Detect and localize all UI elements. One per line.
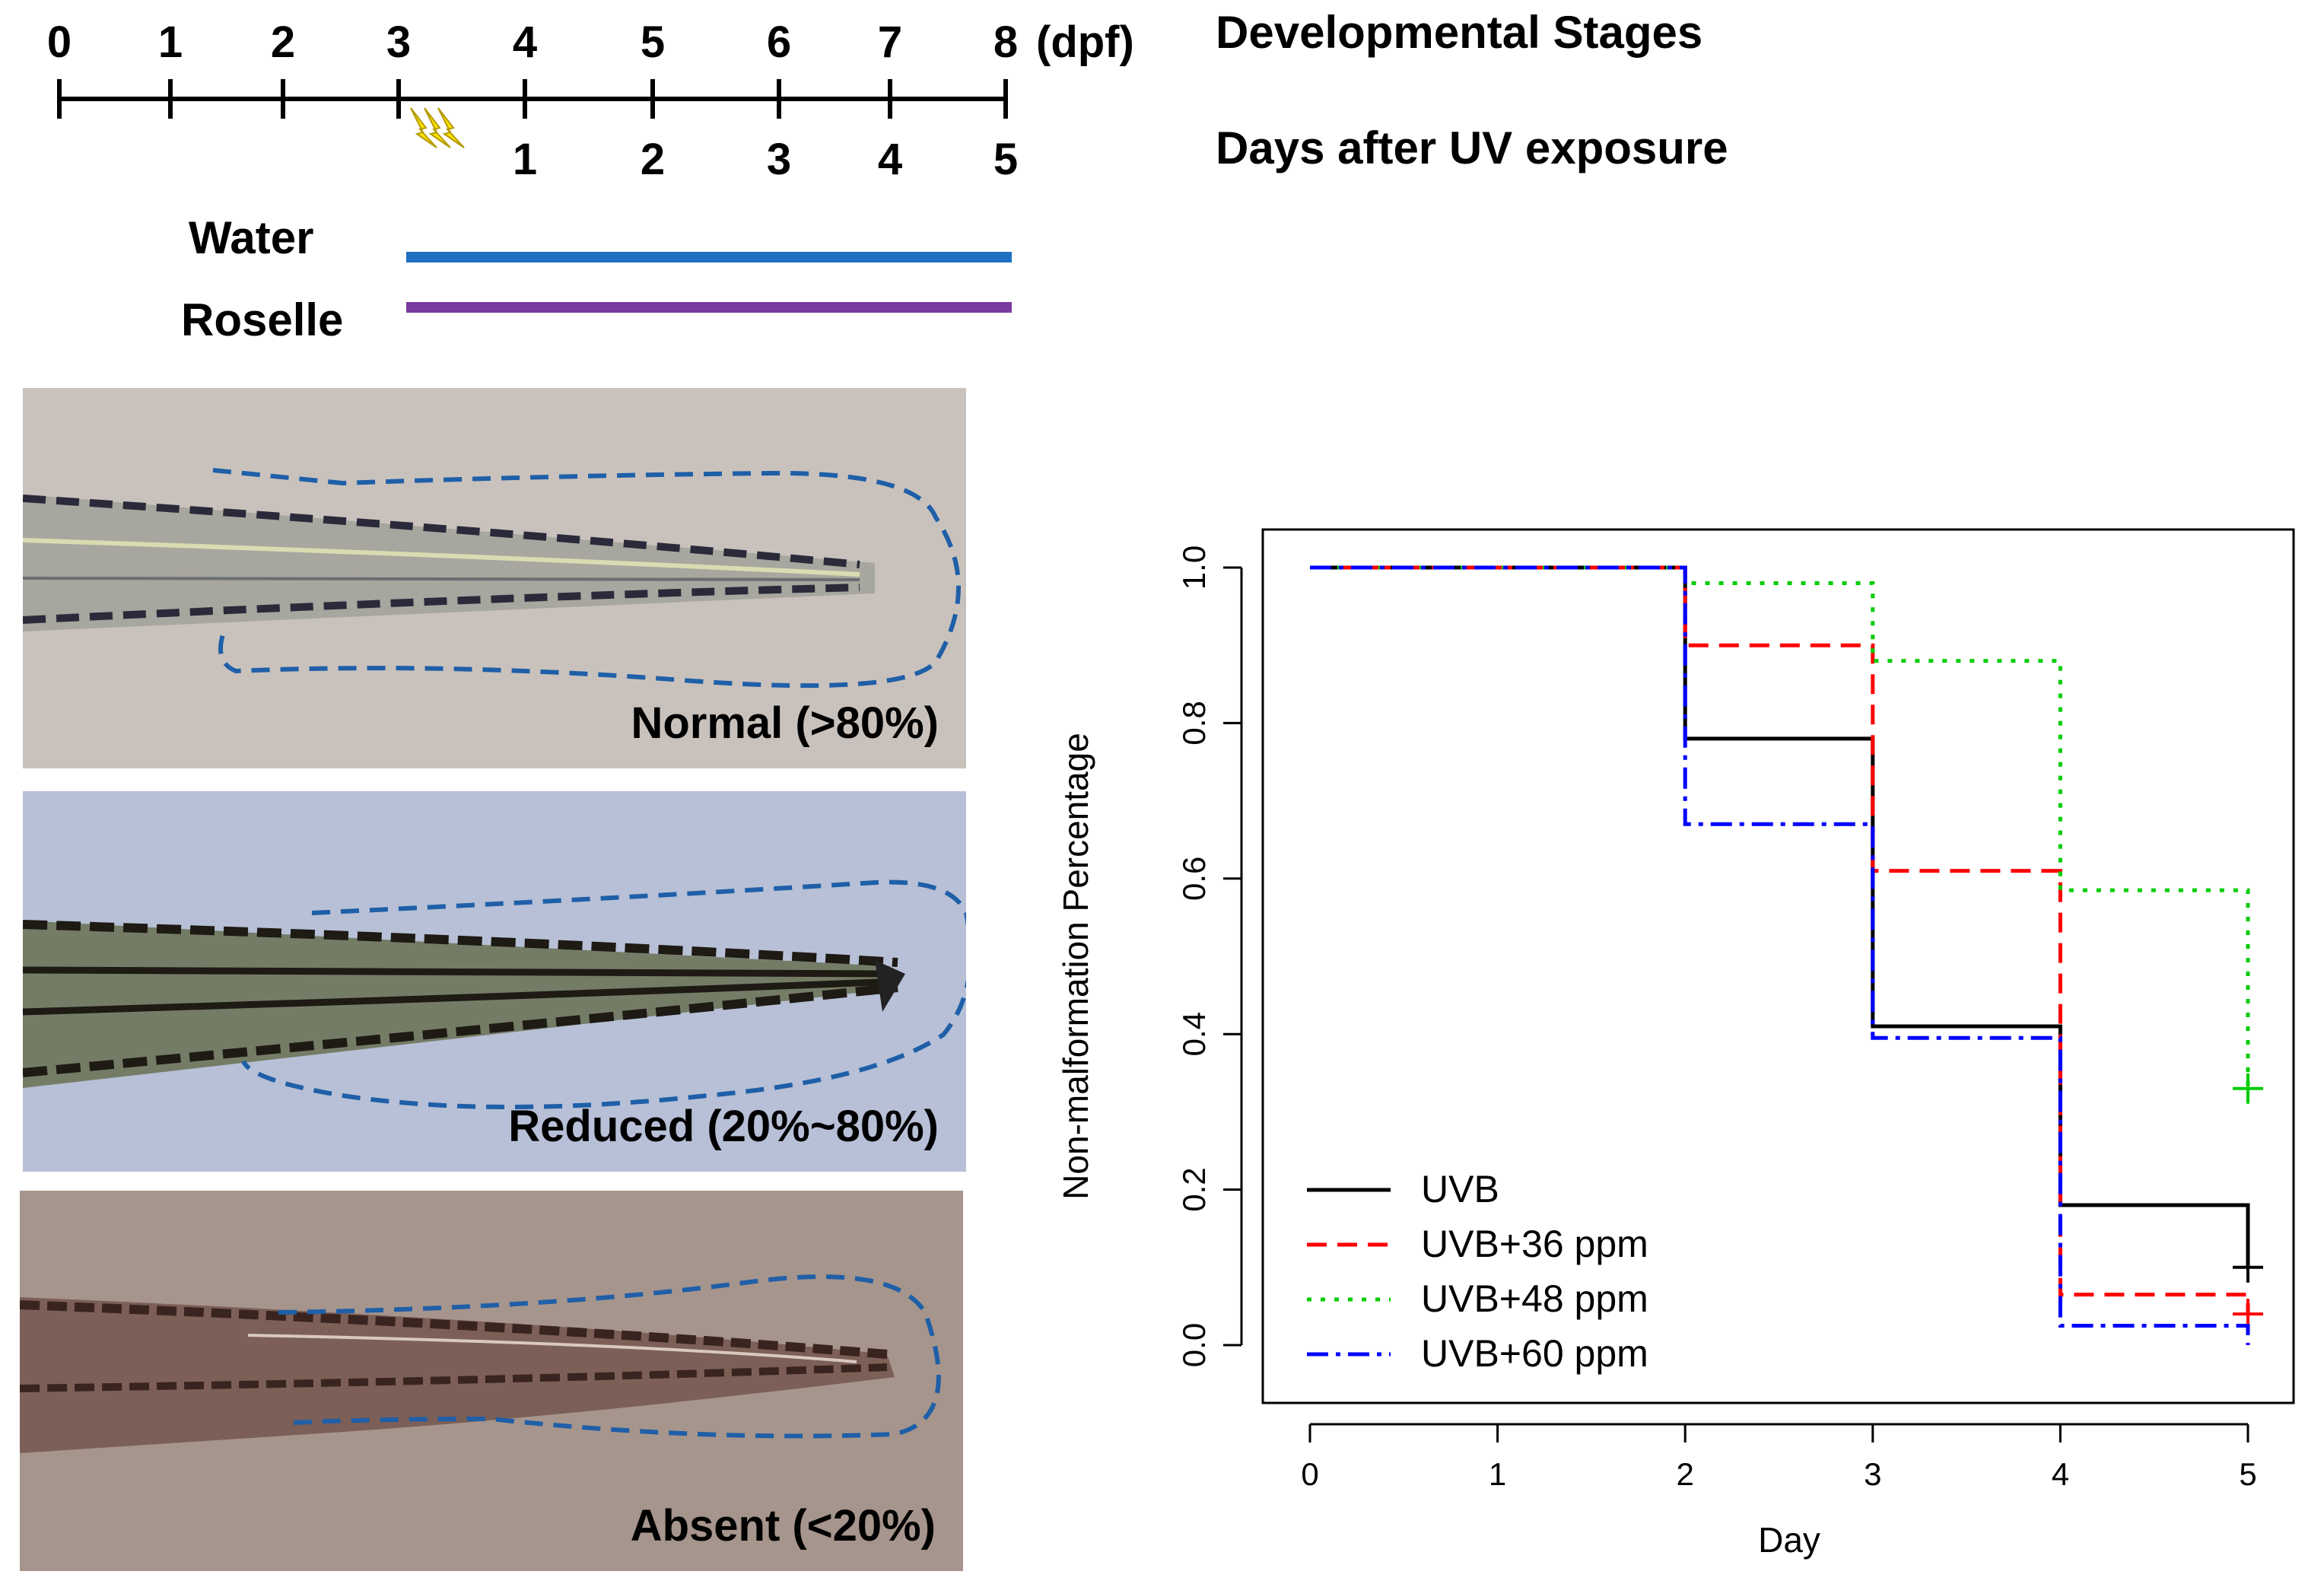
dpf-tick-label: 8: [993, 17, 1019, 67]
fin-image-reduced: [23, 791, 966, 1172]
fin-image-absent: [20, 1191, 963, 1571]
uv-day-tick-label: 4: [877, 135, 903, 184]
kaplan-meier-chart: 0 1 2 3 4 5 0.0 0.2 0.4 0.6 0.8 1.0 UVB UVB+36 ppm UV…: [1056, 528, 2295, 1560]
fin-image-normal: [23, 388, 966, 768]
x-axis-label: Day: [1758, 1520, 1820, 1560]
dpf-tick-label: 1: [157, 17, 183, 67]
x-tick-label: 3: [1864, 1456, 1881, 1492]
dpf-tick-label: 0: [46, 17, 72, 67]
uv-day-tick-label: 1: [512, 135, 538, 184]
y-tick-label: 0.0: [1176, 1323, 1212, 1367]
panel-label-reduced: Reduced (20%~80%): [508, 1102, 939, 1151]
x-tick-label: 1: [1489, 1456, 1506, 1492]
panel-label-normal: Normal (>80%): [631, 698, 939, 748]
legend-label: UVB: [1421, 1168, 1499, 1210]
y-tick-label: 0.4: [1176, 1012, 1212, 1056]
y-tick-label: 1.0: [1176, 545, 1212, 590]
y-tick-label: 0.8: [1176, 701, 1212, 745]
y-tick-label: 0.6: [1176, 857, 1212, 901]
water-label: Water: [189, 212, 314, 263]
x-tick-label: 5: [2239, 1456, 2256, 1492]
uv-lightning-icon: [410, 107, 465, 148]
dpf-tick-label: 4: [512, 17, 538, 67]
timeline-axis: [57, 79, 1012, 313]
y-axis-label: Non-malformation Percentage: [1056, 733, 1095, 1200]
uv-day-tick-label: 3: [766, 135, 792, 184]
censor-mark: [2233, 1073, 2263, 1104]
dpf-tick-label: 7: [877, 17, 903, 67]
uv-day-tick-label: 5: [993, 135, 1019, 184]
fin-panel-reduced: Reduced (20%~80%): [23, 791, 966, 1172]
y-tick-label: 0.2: [1176, 1167, 1212, 1211]
roselle-label: Roselle: [181, 294, 344, 345]
series-line-uvb: [1310, 565, 2250, 1268]
x-tick-label: 4: [2052, 1456, 2069, 1492]
legend-label: UVB+48 ppm: [1421, 1277, 1648, 1320]
panel-label-absent: Absent (<20%): [630, 1501, 936, 1551]
dpf-tick-label: 2: [270, 17, 296, 67]
dpf-tick-label: 3: [386, 17, 412, 67]
dpf-tick-label: 5: [640, 17, 666, 67]
series-line-uvb-60-ppm: [1310, 565, 2250, 1345]
censor-mark: [2233, 1252, 2263, 1283]
dpf-unit-label: (dpf): [1036, 17, 1134, 67]
x-tick-label: 2: [1677, 1456, 1694, 1492]
developmental-stages-heading: Developmental Stages: [1216, 7, 1703, 58]
series-line-uvb-48-ppm: [1310, 565, 2250, 1089]
x-tick-label: 0: [1301, 1456, 1318, 1492]
legend-label: UVB+36 ppm: [1421, 1223, 1648, 1265]
fin-panel-normal: Normal (>80%): [23, 388, 966, 768]
uv-day-tick-label: 2: [640, 135, 666, 184]
days-after-uv-heading: Days after UV exposure: [1216, 122, 1728, 173]
legend-label: UVB+60 ppm: [1421, 1332, 1648, 1375]
dpf-tick-label: 6: [766, 17, 792, 67]
plot-frame: [1261, 528, 2295, 1404]
fin-panel-absent: Absent (<20%): [20, 1191, 963, 1571]
